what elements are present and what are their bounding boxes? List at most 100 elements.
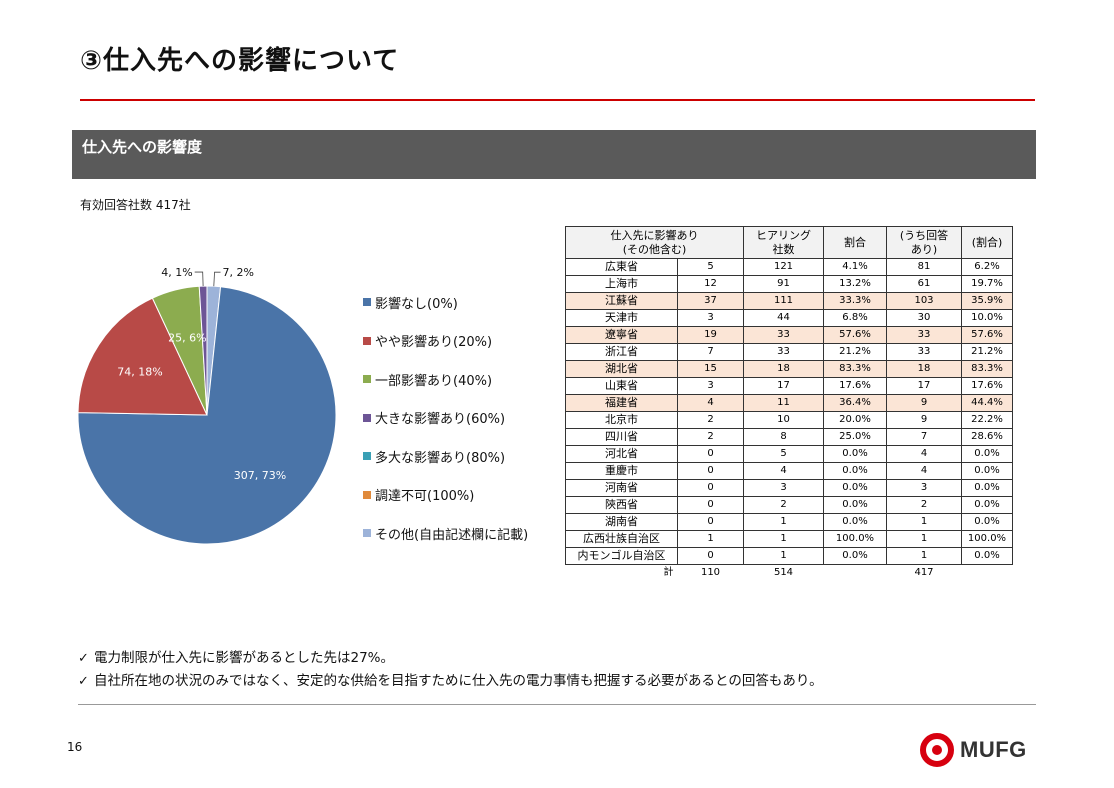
pie-data-label: 74, 18% [117, 365, 162, 378]
cell-ratio: 20.0% [823, 411, 887, 429]
cell-ratio: 0.0% [823, 445, 887, 463]
pie-slice [77, 297, 208, 416]
cell-ratio: 13.2% [823, 275, 887, 293]
logo-text: MUFG [960, 737, 1027, 762]
cell-ratio: 36.4% [823, 394, 887, 412]
cell-ratio2: 22.2% [961, 411, 1013, 429]
pie-data-label: 25, 6% [168, 331, 206, 344]
cell-answered: 4 [886, 462, 962, 480]
cell-region: 重慶市 [565, 462, 678, 480]
cell-surveyed: 121 [743, 258, 824, 276]
title-rule [80, 99, 1035, 101]
legend-swatch [363, 529, 371, 537]
cell-region: 湖南省 [565, 513, 678, 531]
cell-ratio: 0.0% [823, 547, 887, 565]
cell-ratio: 6.8% [823, 309, 887, 327]
legend-swatch [363, 336, 371, 345]
cell-ratio2: 10.0% [961, 309, 1013, 327]
cell-affected: 4 [677, 394, 744, 412]
cell-region: 江蘇省 [565, 292, 678, 310]
cell-answered: 30 [886, 309, 962, 327]
legend-item: 一部影響あり(40%) [363, 369, 492, 389]
legend-label: 調達不可(100%) [375, 489, 475, 504]
cell-ratio: 0.0% [823, 496, 887, 514]
cell-ratio2: 0.0% [961, 547, 1013, 565]
cell-ratio: 83.3% [823, 360, 887, 378]
cell-affected: 7 [677, 343, 744, 361]
cell-ratio: 33.3% [823, 292, 887, 310]
totals-blank [824, 565, 887, 582]
legend-item: 影響なし(0%) [363, 292, 458, 312]
legend-swatch [363, 375, 371, 383]
legend-swatch [363, 413, 371, 422]
cell-affected: 3 [677, 377, 744, 395]
cell-answered: 103 [886, 292, 962, 310]
cell-affected: 0 [677, 496, 744, 514]
cell-answered: 7 [886, 428, 962, 446]
cell-surveyed: 18 [743, 360, 824, 378]
cell-surveyed: 1 [743, 547, 824, 565]
cell-answered: 1 [886, 530, 962, 548]
cell-region: 河北省 [565, 445, 678, 463]
cell-surveyed: 91 [743, 275, 824, 293]
cell-affected: 5 [677, 258, 744, 276]
header-answered: (うち回答 あり) [886, 226, 962, 259]
check-icon: ✓ [78, 674, 89, 689]
cell-surveyed: 4 [743, 462, 824, 480]
cell-ratio: 57.6% [823, 326, 887, 344]
legend-swatch [363, 490, 371, 499]
cell-ratio: 25.0% [823, 428, 887, 446]
pie-chart: 7, 2% 307, 73% 74, 18% 25, 6% 4, 1% [77, 266, 337, 545]
totals-surveyed: 514 [773, 567, 794, 579]
cell-region: 広西壮族自治区 [565, 530, 678, 548]
page-number: 16 [67, 740, 83, 754]
totals-affected: 110 [700, 567, 721, 579]
cell-surveyed: 111 [743, 292, 824, 310]
footer-rule [78, 704, 1036, 705]
cell-ratio2: 0.0% [961, 462, 1013, 480]
legend-label: やや影響あり(20%) [375, 335, 493, 350]
cell-affected: 0 [677, 445, 744, 463]
cell-ratio2: 0.0% [961, 496, 1013, 514]
cell-answered: 2 [886, 496, 962, 514]
totals-blank [962, 565, 1013, 582]
header-ratio: 割合 [823, 226, 887, 259]
mufg-logo-icon [920, 733, 954, 767]
check-icon: ✓ [78, 651, 89, 666]
bullet-text: 電力制限が仕入先に影響があるとした先は27%。 [94, 650, 395, 666]
region-table: 仕入先に影響あり (その他含む) ヒアリング 社数 割合 (うち回答 あり) (… [565, 226, 1013, 582]
bullet-list: ✓ 電力制限が仕入先に影響があるとした先は27%。 ✓ 自社所在地の状況のみでは… [78, 647, 823, 693]
bullet-text: 自社所在地の状況のみではなく、安定的な供給を目指すために仕入先の電力事情も把握す… [94, 673, 823, 689]
cell-ratio2: 28.6% [961, 428, 1013, 446]
table-row: 陝西省 0 2 0.0% 2 0.0% [565, 496, 1013, 514]
pie-data-label: 4, 1% [161, 266, 192, 279]
cell-answered: 33 [886, 343, 962, 361]
table-row: 四川省 2 8 25.0% 7 28.6% [565, 428, 1013, 446]
table-row: 天津市 3 44 6.8% 30 10.0% [565, 309, 1013, 327]
cell-ratio: 17.6% [823, 377, 887, 395]
legend-swatch [363, 452, 371, 460]
cell-affected: 0 [677, 479, 744, 497]
respondent-count: 有効回答社数 417社 [80, 198, 191, 212]
table-row: 湖北省 15 18 83.3% 18 83.3% [565, 360, 1013, 378]
cell-ratio2: 100.0% [961, 530, 1013, 548]
cell-affected: 0 [677, 462, 744, 480]
table-row: 北京市 2 10 20.0% 9 22.2% [565, 411, 1013, 429]
cell-region: 福建省 [565, 394, 678, 412]
table-row: 広東省 5 121 4.1% 81 6.2% [565, 258, 1013, 276]
cell-affected: 2 [677, 411, 744, 429]
cell-surveyed: 2 [743, 496, 824, 514]
cell-ratio: 0.0% [823, 513, 887, 531]
totals-label: 計 [663, 567, 674, 579]
cell-ratio2: 21.2% [961, 343, 1013, 361]
cell-answered: 81 [886, 258, 962, 276]
table-row: 河北省 0 5 0.0% 4 0.0% [565, 445, 1013, 463]
section-banner: 仕入先への影響度 [72, 130, 1036, 179]
cell-surveyed: 3 [743, 479, 824, 497]
cell-affected: 0 [677, 513, 744, 531]
cell-answered: 18 [886, 360, 962, 378]
legend-label: 影響なし(0%) [375, 296, 458, 312]
cell-region: 河南省 [565, 479, 678, 497]
cell-ratio: 0.0% [823, 479, 887, 497]
mufg-logo: MUFG [920, 733, 1027, 767]
